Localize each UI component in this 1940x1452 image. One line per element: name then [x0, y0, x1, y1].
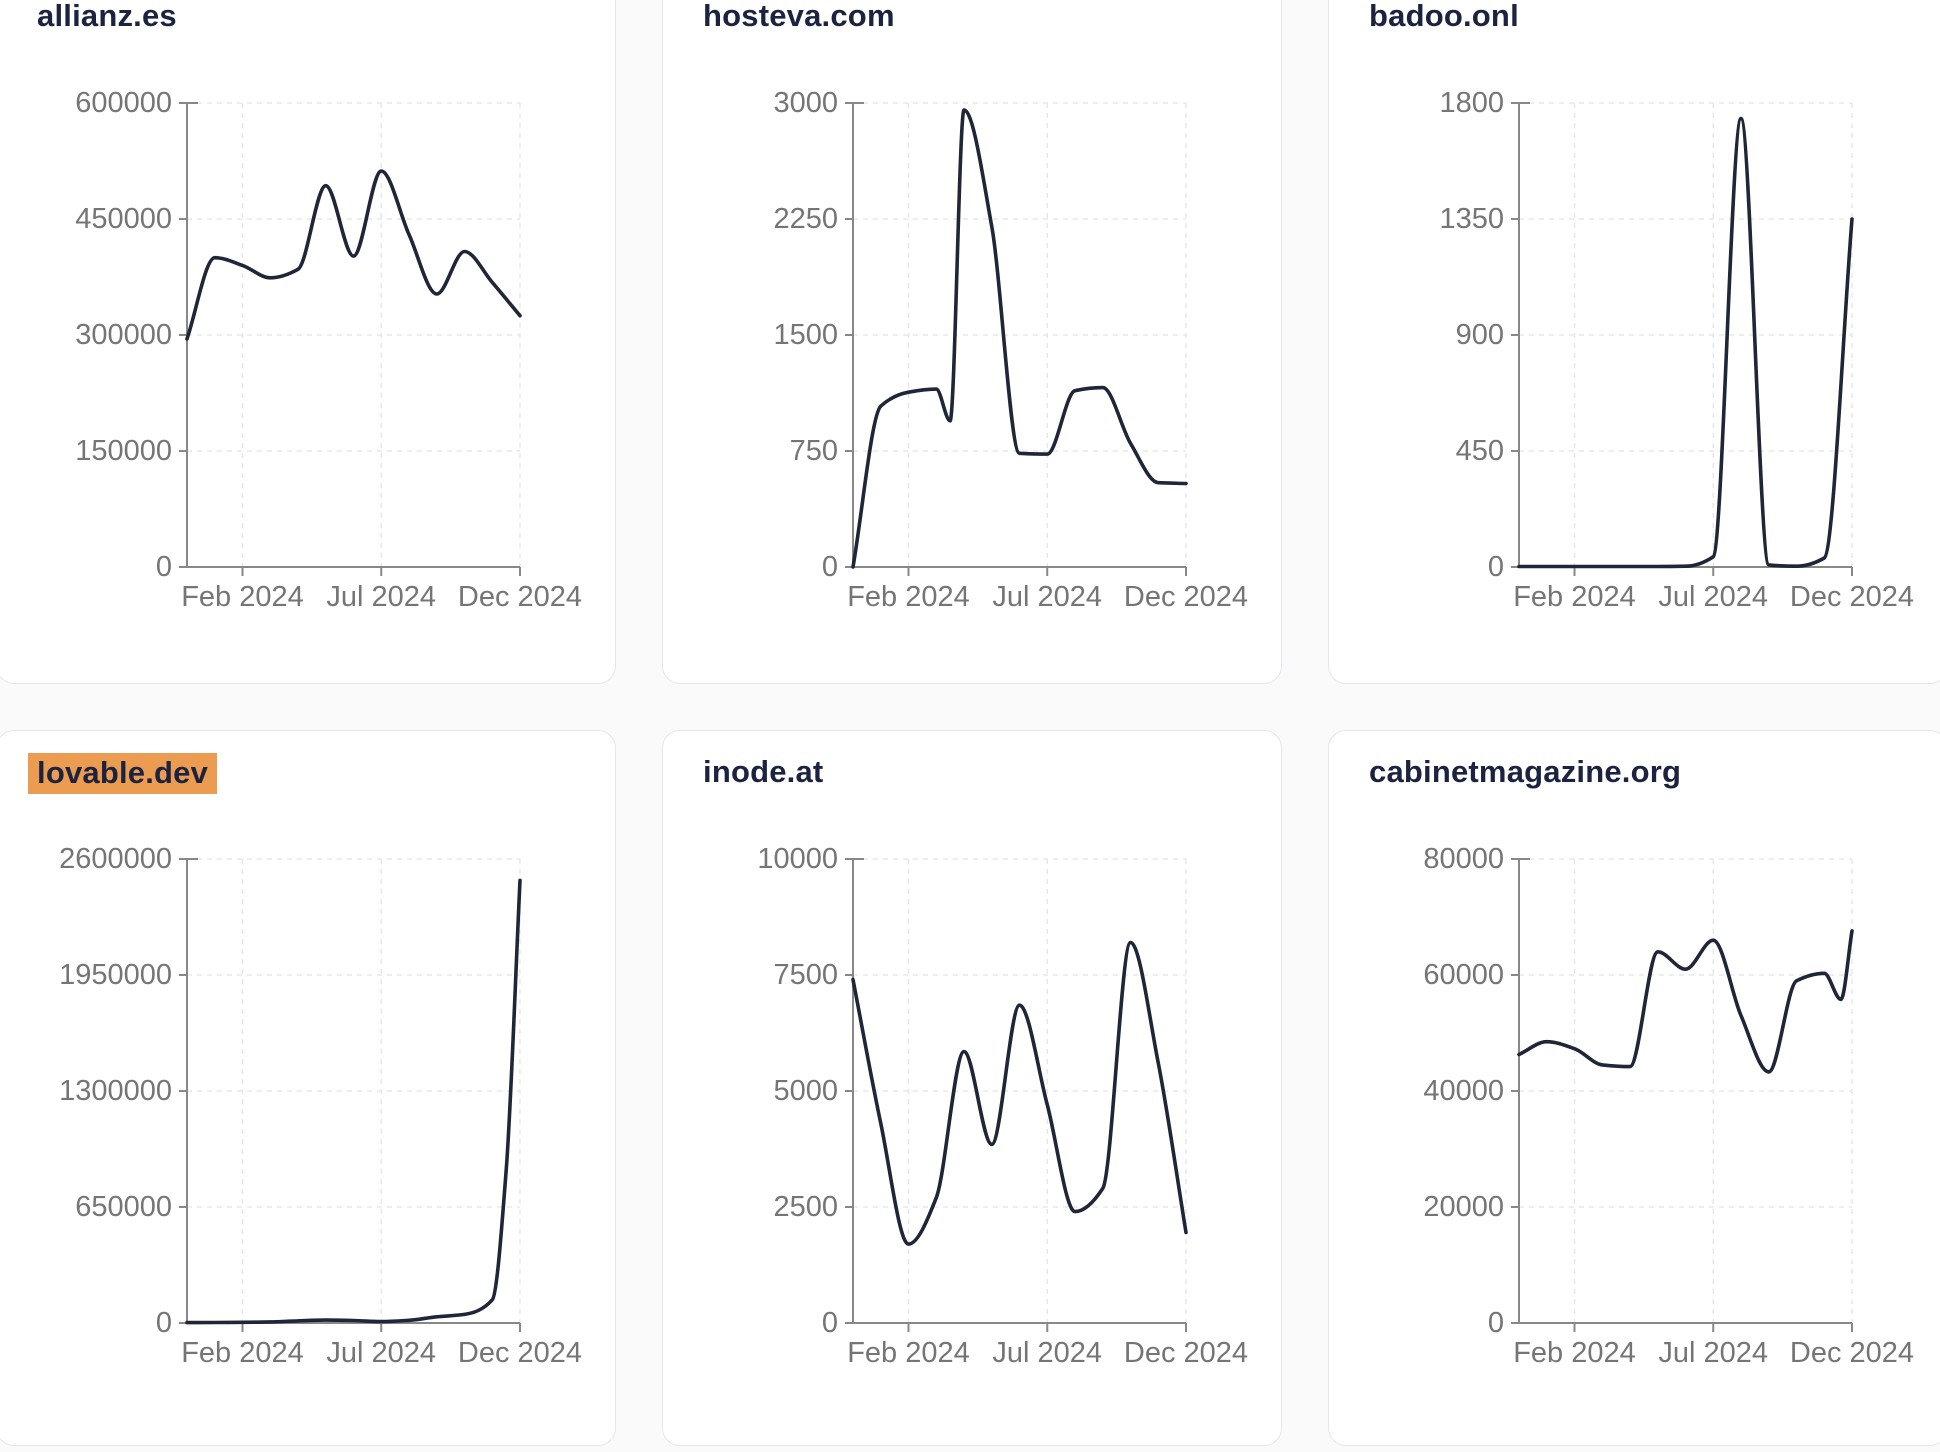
domain-card-allianz[interactable]: allianz.es 0 150000 300000 450000 600000 Feb …	[0, 0, 616, 684]
domain-name-label: allianz.es	[37, 0, 177, 33]
y-tick-label: 450	[1456, 435, 1504, 467]
y-tick-label: 650000	[75, 1191, 172, 1223]
y-tick-label: 3000	[773, 87, 838, 119]
line-chart: 0 2500 5000 7500 10000 Feb 2024 Jul 2024 Dec 20…	[757, 843, 1248, 1369]
chart-title: allianz.es	[37, 0, 177, 34]
y-tick-label: 2250	[773, 203, 838, 235]
series-line	[185, 878, 522, 1325]
chart-title: cabinetmagazine.org	[1369, 753, 1681, 790]
x-tick-label: Feb 2024	[1513, 581, 1636, 613]
y-tick-label: 5000	[773, 1075, 838, 1107]
y-tick-label: 750	[790, 435, 838, 467]
domain-card-lovable[interactable]: lovable.dev 0 650000 1300000 1950000 2600000…	[0, 730, 616, 1446]
domain-name-label: cabinetmagazine.org	[1369, 754, 1682, 789]
y-tick-label: 0	[822, 551, 838, 583]
x-tick-label: Jul 2024	[992, 581, 1102, 613]
line-chart: 0 150000 300000 450000 600000 Feb 2024 Jul 202…	[75, 87, 582, 613]
y-tick-label: 2500	[773, 1191, 838, 1223]
y-tick-label: 40000	[1423, 1075, 1504, 1107]
y-tick-label: 600000	[75, 87, 172, 119]
y-tick-label: 1300000	[59, 1075, 172, 1107]
y-tick-label: 7500	[773, 959, 838, 991]
line-chart: 0 750 1500 2250 3000 Feb 2024 Jul 2024 Dec 2024	[773, 87, 1248, 613]
series-line	[851, 940, 1188, 1246]
y-tick-label: 60000	[1423, 959, 1504, 991]
y-tick-label: 10000	[757, 843, 838, 875]
chart-title: hosteva.com	[703, 0, 895, 34]
y-tick-label: 0	[1488, 551, 1504, 583]
x-tick-label: Jul 2024	[326, 581, 436, 613]
chart-title: badoo.onl	[1369, 0, 1519, 34]
domain-name-label: inode.at	[703, 754, 824, 789]
line-chart: 0 650000 1300000 1950000 2600000 Feb 2024 Jul …	[59, 843, 582, 1369]
series-line	[1517, 116, 1854, 569]
y-tick-label: 450000	[75, 203, 172, 235]
x-tick-label: Dec 2024	[1790, 1337, 1914, 1369]
y-tick-label: 20000	[1423, 1191, 1504, 1223]
y-tick-label: 0	[156, 551, 172, 583]
x-tick-label: Dec 2024	[458, 581, 582, 613]
line-chart: 0 450 900 1350 1800 Feb 2024 Jul 2024 Dec 2024	[1439, 87, 1914, 613]
y-tick-label: 0	[822, 1307, 838, 1339]
chart-title: inode.at	[703, 753, 823, 790]
x-tick-label: Feb 2024	[181, 581, 304, 613]
x-tick-label: Dec 2024	[1124, 581, 1248, 613]
x-tick-label: Jul 2024	[1658, 581, 1768, 613]
x-tick-label: Jul 2024	[992, 1337, 1102, 1369]
chart-title: lovable.dev	[28, 753, 218, 795]
x-tick-label: Feb 2024	[847, 1337, 970, 1369]
x-tick-label: Jul 2024	[1658, 1337, 1768, 1369]
x-tick-label: Feb 2024	[181, 1337, 304, 1369]
y-tick-label: 0	[156, 1307, 172, 1339]
series-line	[851, 108, 1188, 569]
y-tick-label: 150000	[75, 435, 172, 467]
domain-card-cabinetmagazine[interactable]: cabinetmagazine.org 0 20000 40000 60000 8000…	[1328, 730, 1940, 1446]
series-line	[1517, 929, 1854, 1074]
domain-card-badoo[interactable]: badoo.onl 0 450 900 1350 1800 Feb 2024 Jul 202…	[1328, 0, 1940, 684]
x-tick-label: Feb 2024	[847, 581, 970, 613]
x-tick-label: Dec 2024	[1790, 581, 1914, 613]
y-tick-label: 1500	[773, 319, 838, 351]
y-tick-label: 0	[1488, 1307, 1504, 1339]
series-line	[185, 169, 522, 341]
y-tick-label: 900	[1456, 319, 1504, 351]
domain-name-label-highlighted: lovable.dev	[28, 753, 218, 795]
x-tick-label: Jul 2024	[326, 1337, 436, 1369]
y-tick-label: 1950000	[59, 959, 172, 991]
x-tick-label: Feb 2024	[1513, 1337, 1636, 1369]
y-tick-label: 300000	[75, 319, 172, 351]
y-tick-label: 2600000	[59, 843, 172, 875]
domain-name-label: badoo.onl	[1369, 0, 1519, 33]
x-tick-label: Dec 2024	[458, 1337, 582, 1369]
domain-card-inode[interactable]: inode.at 0 2500 5000 7500 10000 Feb 2024 Jul 2…	[662, 730, 1282, 1446]
domain-name-label: hosteva.com	[703, 0, 895, 33]
y-tick-label: 1350	[1439, 203, 1504, 235]
domain-card-hosteva[interactable]: hosteva.com 0 750 1500 2250 3000 Feb 2024 Jul …	[662, 0, 1282, 684]
y-tick-label: 80000	[1423, 843, 1504, 875]
y-tick-label: 1800	[1439, 87, 1504, 119]
line-chart: 0 20000 40000 60000 80000 Feb 2024 Jul 2024 Dec…	[1423, 843, 1914, 1369]
x-tick-label: Dec 2024	[1124, 1337, 1248, 1369]
